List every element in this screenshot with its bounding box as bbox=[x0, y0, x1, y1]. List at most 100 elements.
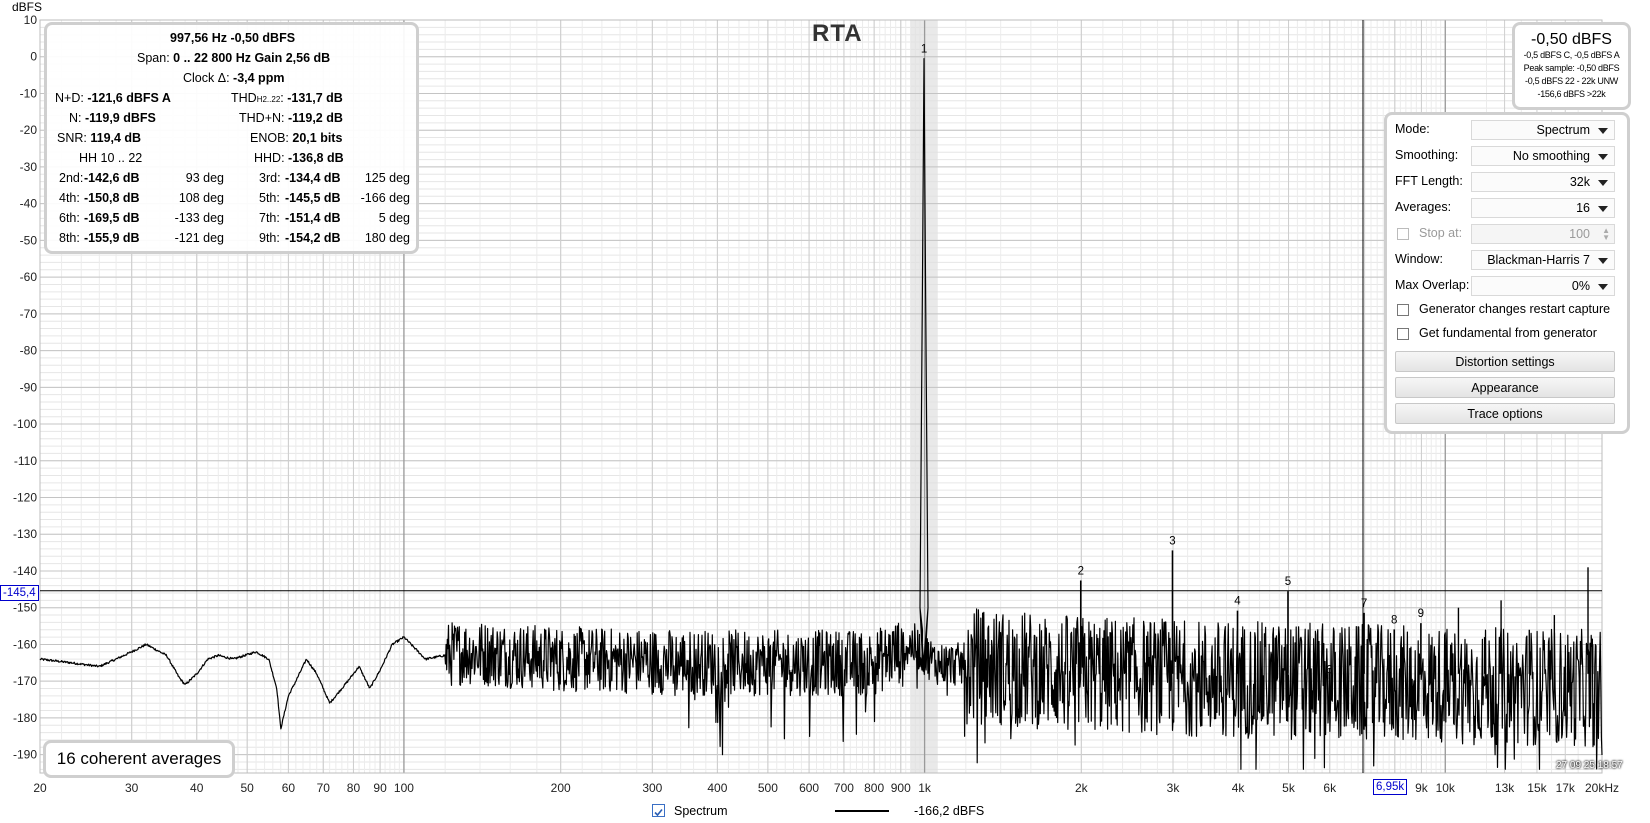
y-tick-label: -60 bbox=[20, 270, 38, 284]
harmonic-level: -142,6 dB bbox=[84, 171, 140, 185]
fft-length-select[interactable]: 32k bbox=[1471, 172, 1615, 192]
nd-row: N+D: -121,6 dBFS A bbox=[55, 91, 171, 105]
y-tick-label: -10 bbox=[20, 86, 38, 100]
harmonic-number-label: 7 bbox=[1361, 598, 1367, 610]
chevron-down-icon bbox=[1598, 284, 1608, 290]
enob-row: ENOB: 20,1 bits bbox=[250, 131, 343, 145]
thdn-row: THD+N: -119,2 dB bbox=[239, 111, 343, 125]
max-overlap-select[interactable]: 0% bbox=[1471, 276, 1615, 296]
x-tick-label: 4k bbox=[1232, 781, 1246, 795]
x-tick-label: 3k bbox=[1167, 781, 1181, 795]
x-tick-label: 90 bbox=[373, 781, 387, 795]
x-tick-label: 6k bbox=[1323, 781, 1337, 795]
harmonic-phase: -133 deg bbox=[174, 211, 224, 225]
x-tick-label: 1k bbox=[918, 781, 932, 795]
mode-select[interactable]: Spectrum bbox=[1471, 120, 1615, 140]
cursor-lines[interactable] bbox=[40, 20, 1602, 773]
x-tick-label: 40 bbox=[190, 781, 204, 795]
measurement-stats-panel: 997,56 Hz -0,50 dBFS Span: 0 .. 22 800 H… bbox=[44, 22, 419, 254]
harmonic-phase: -121 deg bbox=[174, 231, 224, 245]
x-tick-label: 10k bbox=[1436, 781, 1456, 795]
y-tick-label: -160 bbox=[13, 637, 37, 651]
distortion-settings-button[interactable]: Distortion settings bbox=[1395, 351, 1615, 372]
legend-line-swatch bbox=[835, 810, 889, 812]
spinner-arrows-icon: ▲ ▼ bbox=[1602, 226, 1610, 242]
x-tick-label: 400 bbox=[707, 781, 727, 795]
y-tick-label: -30 bbox=[20, 160, 38, 174]
checkmark-icon bbox=[654, 808, 663, 817]
spectrum-trace bbox=[39, 58, 1603, 770]
harmonic-label: 8th: bbox=[59, 231, 80, 245]
harmonic-label: 7th: bbox=[259, 211, 280, 225]
x-tick-label: 20 bbox=[33, 781, 47, 795]
harmonic-phase: 93 deg bbox=[185, 171, 224, 185]
harmonic-level: -154,2 dB bbox=[285, 231, 341, 245]
harmonic-phase: 180 deg bbox=[364, 231, 410, 245]
mode-label: Mode: bbox=[1395, 122, 1430, 136]
cursor-y-readout[interactable]: -145,4 bbox=[0, 585, 39, 601]
generator-restart-checkbox[interactable] bbox=[1397, 304, 1409, 316]
stop-at-checkbox[interactable] bbox=[1397, 228, 1409, 240]
max-overlap-label: Max Overlap: bbox=[1395, 278, 1470, 292]
appearance-button[interactable]: Appearance bbox=[1395, 377, 1615, 398]
chevron-down-icon bbox=[1598, 154, 1608, 160]
x-tick-label: 13k bbox=[1495, 781, 1515, 795]
y-tick-label: -100 bbox=[13, 417, 37, 431]
harmonic-level: -145,5 dB bbox=[285, 191, 341, 205]
y-tick-label: -70 bbox=[20, 307, 38, 321]
harmonic-label: 3rd: bbox=[259, 171, 281, 185]
x-tick-label: 2k bbox=[1075, 781, 1089, 795]
peak-detail-1: -0,5 dBFS C, -0,5 dBFS A bbox=[1523, 50, 1620, 60]
y-tick-label: -190 bbox=[13, 748, 37, 762]
x-tick-label: 50 bbox=[241, 781, 255, 795]
peak-detail-2: Peak sample: -0,50 dBFS bbox=[1523, 63, 1620, 73]
y-tick-label: -20 bbox=[20, 123, 38, 137]
x-tick-label: 800 bbox=[864, 781, 884, 795]
fundamental-from-generator-checkbox[interactable] bbox=[1397, 328, 1409, 340]
harmonic-number-label: 9 bbox=[1418, 608, 1424, 620]
harmonic-level: -134,4 dB bbox=[285, 171, 341, 185]
averages-select[interactable]: 16 bbox=[1471, 198, 1615, 218]
x-tick-label: 700 bbox=[834, 781, 854, 795]
y-axis-unit-label: dBFS bbox=[12, 0, 43, 14]
spectrum-line bbox=[39, 58, 1603, 770]
smoothing-label: Smoothing: bbox=[1395, 148, 1459, 162]
harmonic-number-label: 3 bbox=[1169, 535, 1175, 547]
window-select[interactable]: Blackman-Harris 7 bbox=[1471, 250, 1615, 270]
harmonic-phase: 5 deg bbox=[378, 211, 410, 225]
fft-length-label: FFT Length: bbox=[1395, 174, 1463, 188]
stop-at-spinner[interactable]: 100 ▲ ▼ bbox=[1471, 224, 1615, 244]
window-label: Window: bbox=[1395, 252, 1443, 266]
spectrum-legend-checkbox[interactable] bbox=[652, 804, 665, 817]
rta-settings-panel: Mode: Spectrum Smoothing: No smoothing F… bbox=[1384, 112, 1630, 434]
peak-detail-3: -0,5 dBFS 22 - 22k UNW bbox=[1525, 76, 1618, 86]
y-tick-label: -120 bbox=[13, 491, 37, 505]
x-tick-label: 900 bbox=[891, 781, 911, 795]
harmonic-number-label: 2 bbox=[1078, 566, 1084, 578]
cursor-x-readout[interactable]: 6,95k bbox=[1373, 779, 1408, 795]
thd-row: THDH2..22: -131,7 dB bbox=[231, 91, 343, 105]
hhd-row: HHD: -136,8 dB bbox=[254, 151, 344, 165]
y-tick-label: -180 bbox=[13, 711, 37, 725]
smoothing-select[interactable]: No smoothing bbox=[1471, 146, 1615, 166]
clock-row: Clock Δ: -3,4 ppm bbox=[183, 71, 285, 85]
peak-main-value: -0,50 dBFS bbox=[1531, 31, 1612, 48]
stop-at-label: Stop at: bbox=[1419, 226, 1463, 240]
x-tick-label: 80 bbox=[347, 781, 361, 795]
harmonic-phase: 108 deg bbox=[178, 191, 224, 205]
y-tick-label: -40 bbox=[20, 197, 38, 211]
y-tick-label: -90 bbox=[20, 380, 38, 394]
trace-options-button[interactable]: Trace options bbox=[1395, 403, 1615, 424]
harmonic-markers: 1 2 3 4 5 6 7 8 9 bbox=[921, 44, 1594, 680]
x-tick-label: 30 bbox=[125, 781, 139, 795]
y-tick-label: -80 bbox=[20, 344, 38, 358]
x-tick-label: 200 bbox=[551, 781, 571, 795]
harmonic-phase: -166 deg bbox=[360, 191, 410, 205]
peak-level-meter: -0,50 dBFS -0,5 dBFS C, -0,5 dBFS A Peak… bbox=[1512, 22, 1631, 110]
harmonic-number-label: 8 bbox=[1391, 614, 1397, 626]
chevron-down-icon bbox=[1598, 128, 1608, 134]
x-tick-label: 5k bbox=[1282, 781, 1296, 795]
y-tick-label: -130 bbox=[13, 527, 37, 541]
fundamental-from-generator-label: Get fundamental from generator bbox=[1419, 326, 1597, 340]
y-tick-label: 10 bbox=[24, 13, 38, 27]
